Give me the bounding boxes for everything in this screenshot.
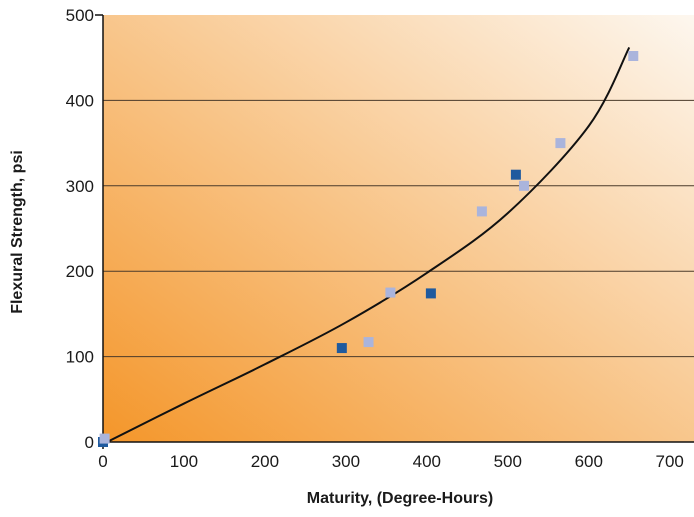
x-tick-label-400: 400: [413, 452, 441, 471]
y-tick-label-300: 300: [66, 177, 94, 196]
y-tick-label-400: 400: [66, 91, 94, 110]
data-point-s1-5: [555, 138, 566, 149]
x-tick-label-600: 600: [575, 452, 603, 471]
data-point-s1-0: [99, 433, 110, 444]
data-points: [98, 50, 639, 447]
x-tick-label-0: 0: [98, 452, 107, 471]
x-tick-label-100: 100: [170, 452, 198, 471]
y-tick-label-100: 100: [66, 348, 94, 367]
data-point-s1-1: [363, 337, 374, 348]
y-axis-title: Flexural Strength, psi: [9, 150, 26, 314]
grid-lines: [103, 99, 694, 358]
data-point-s1-4: [518, 180, 529, 191]
data-point-s0-3: [510, 169, 521, 180]
y-tick-label-500: 500: [66, 6, 94, 25]
data-point-s1-6: [628, 50, 639, 61]
data-point-s0-1: [336, 343, 347, 354]
y-tick-label-0: 0: [85, 433, 94, 452]
data-point-s0-2: [425, 288, 436, 299]
tick-labels: 0 100 200 300 400 500 600 700 0 100 200 300 400 500: [66, 6, 684, 471]
data-point-s1-3: [476, 206, 487, 217]
x-tick-label-300: 300: [332, 452, 360, 471]
x-axis-title: Maturity, (Degree-Hours): [307, 490, 493, 507]
x-tick-label-200: 200: [251, 452, 279, 471]
data-point-s1-2: [385, 287, 396, 298]
axes: [95, 14, 694, 449]
plot-area: [103, 15, 694, 442]
x-tick-label-500: 500: [494, 452, 522, 471]
y-tick-label-200: 200: [66, 262, 94, 281]
x-tick-label-700: 700: [656, 452, 684, 471]
